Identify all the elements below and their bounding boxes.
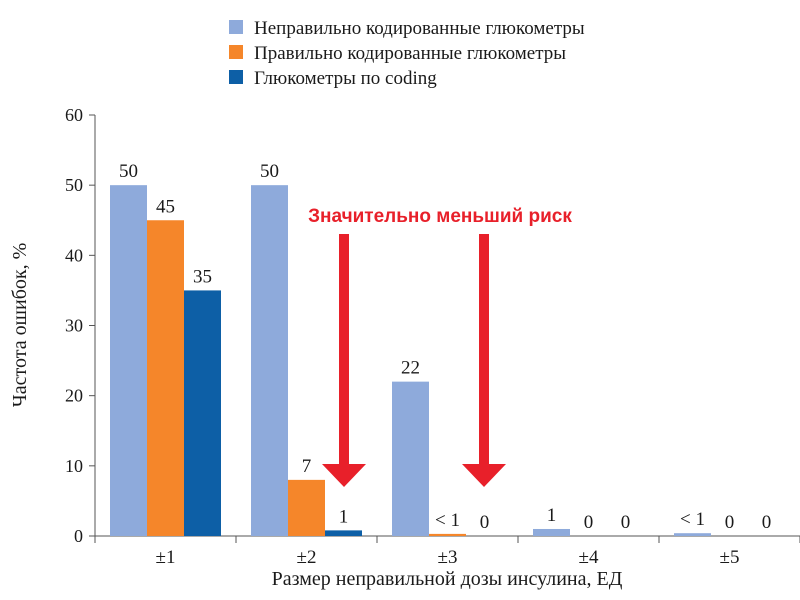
x-tick-label: ±2 [297, 547, 317, 568]
bars [110, 185, 711, 536]
annotation: Значительно меньший риск [308, 206, 572, 487]
y-tick-label: 0 [74, 526, 83, 546]
legend-swatch [229, 70, 243, 84]
x-tick-label: ±3 [438, 547, 458, 568]
x-ticks: ±1 ±2 ±3 ±4 ±5 [94, 536, 800, 568]
bar-value-label: < 1 [680, 509, 705, 530]
bar [533, 528, 570, 536]
bar-value-label: 0 [725, 512, 735, 533]
legend-label: Правильно кодированные глюкометры [254, 43, 566, 64]
bar [288, 479, 325, 536]
bar-value-label: 22 [401, 358, 420, 379]
bar-value-label: 35 [193, 266, 212, 287]
bar [147, 220, 184, 536]
legend-swatch [229, 45, 243, 59]
bar [325, 530, 362, 536]
bar-value-label: 1 [339, 506, 349, 527]
legend-label: Глюкометры по coding [254, 68, 437, 89]
risk-arrow-1 [322, 234, 366, 487]
y-tick-label: 30 [65, 316, 83, 336]
y-ticks: 0 10 20 30 40 50 60 [65, 105, 95, 546]
y-tick-label: 50 [65, 175, 83, 195]
y-tick-label: 40 [65, 245, 83, 265]
bar [674, 533, 711, 536]
bar-value-label: < 1 [435, 510, 460, 531]
y-tick-label: 20 [65, 386, 83, 406]
bar-value-label: 0 [762, 512, 772, 533]
legend: Неправильно кодированные глюкометры Прави… [229, 18, 585, 89]
bar-value-label: 45 [156, 196, 175, 217]
x-tick-label: ±5 [720, 547, 740, 568]
bar-value-label: 0 [584, 512, 594, 533]
bar [429, 533, 466, 536]
x-tick-label: ±1 [156, 547, 176, 568]
y-tick-label: 10 [65, 456, 83, 476]
annotation-text: Значительно меньший риск [308, 206, 572, 227]
bar-value-label: 50 [260, 161, 279, 182]
bar-value-label: 0 [621, 512, 631, 533]
x-tick-label: ±4 [579, 547, 599, 568]
legend-swatch [229, 20, 243, 34]
bar-value-label: 0 [480, 512, 490, 533]
y-tick-label: 60 [65, 105, 83, 125]
risk-arrow-2 [462, 234, 506, 487]
bar-labels: 50 45 35 50 7 1 22 < 1 0 1 0 0 < 1 0 0 [119, 161, 771, 533]
y-axis-title: Частота ошибок, % [9, 243, 31, 407]
bar [184, 290, 221, 536]
bar [392, 381, 429, 536]
bar-value-label: 50 [119, 161, 138, 182]
bar [251, 185, 288, 536]
x-axis-title: Размер неправильной дозы инсулина, ЕД [272, 568, 623, 590]
bar-value-label: 1 [547, 505, 557, 526]
legend-label: Неправильно кодированные глюкометры [254, 18, 585, 39]
bar [110, 185, 147, 536]
bar-value-label: 7 [302, 456, 312, 477]
